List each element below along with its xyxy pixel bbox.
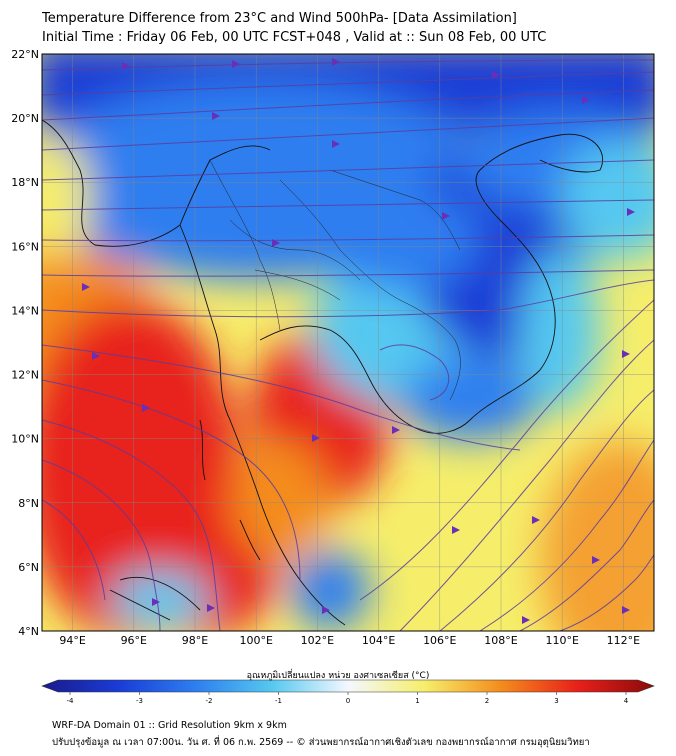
lat-tick-label: 6°N	[18, 561, 39, 574]
colorbar-tick-label: -2	[206, 697, 213, 705]
lon-tick-label: 104°E	[362, 634, 395, 647]
colorbar-tick-label: 2	[485, 697, 489, 705]
colorbar-tick-label: 4	[624, 697, 629, 705]
lon-tick-label: 100°E	[239, 634, 272, 647]
colorbar-label: อุณหภูมิเปลี่ยนแปลง หน่วย องศาเซลเซียส (…	[246, 671, 430, 681]
temperature-field	[42, 54, 654, 631]
lat-tick-label: 4°N	[18, 625, 39, 638]
lon-tick-label: 108°E	[484, 634, 517, 647]
lon-tick-label: 112°E	[607, 634, 640, 647]
lat-tick-label: 8°N	[18, 497, 39, 510]
lat-tick-label: 14°N	[11, 304, 39, 317]
colorbar-tick-label: 1	[415, 697, 419, 705]
lat-tick-label: 12°N	[11, 369, 39, 382]
longitude-labels: 94°E 96°E 98°E 100°E 102°E 104°E 106°E 108°E 110…	[59, 634, 640, 647]
lat-tick-label: 20°N	[11, 112, 39, 125]
colorbar-tick-label: -3	[136, 697, 143, 705]
gridlines	[42, 54, 654, 631]
lon-tick-label: 106°E	[423, 634, 456, 647]
lat-tick-label: 16°N	[11, 240, 39, 253]
wind-arrows	[82, 58, 635, 624]
lat-tick-label: 22°N	[11, 48, 39, 61]
lon-tick-label: 98°E	[182, 634, 208, 647]
chart-subtitle: Initial Time : Friday 06 Feb, 00 UTC FCS…	[42, 30, 547, 45]
lat-tick-label: 18°N	[11, 176, 39, 189]
lon-tick-label: 102°E	[301, 634, 334, 647]
colorbar-tick-label: 0	[346, 697, 350, 705]
weather-map: 22°N 20°N 18°N 16°N 14°N 12°N 10°N 8°N 6°N 4°N 94…	[11, 48, 655, 705]
colorbar-tick-label: -4	[67, 697, 75, 705]
lat-tick-label: 10°N	[11, 433, 39, 446]
colorbar: -4 -3 -2 -1 0 1 2 3 4	[41, 679, 655, 705]
country-borders	[209, 159, 461, 401]
lon-tick-label: 110°E	[545, 634, 578, 647]
plot-frame	[41, 53, 655, 632]
colorbar-tick-label: -1	[275, 697, 282, 705]
colorbar-tick-label: 3	[554, 697, 558, 705]
footer-model-info: WRF-DA Domain 01 :: Grid Resolution 9km …	[52, 720, 287, 731]
lon-tick-label: 94°E	[59, 634, 85, 647]
latitude-labels: 22°N 20°N 18°N 16°N 14°N 12°N 10°N 8°N 6°N 4°N	[11, 48, 39, 638]
chart-title: Temperature Difference from 23°C and Win…	[42, 11, 517, 26]
footer-credit: ปรับปรุงข้อมูล ณ เวลา 07:00น. วัน ศ. ที่…	[52, 737, 590, 748]
lon-tick-label: 96°E	[121, 634, 147, 647]
